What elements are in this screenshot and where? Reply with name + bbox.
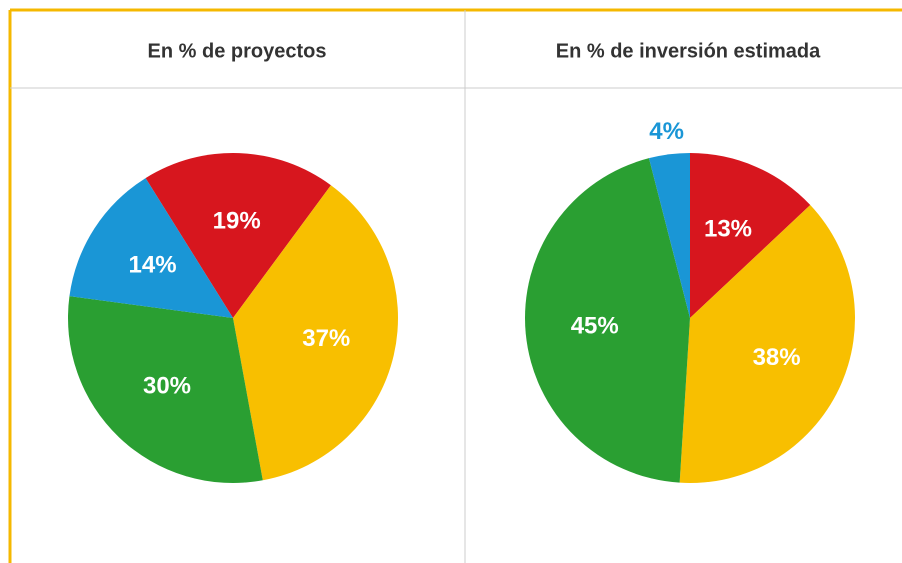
slice-label: 45% <box>571 312 619 339</box>
pie-slice <box>690 153 811 318</box>
slice-label: 4% <box>649 118 684 145</box>
slice-label: 14% <box>129 252 177 279</box>
pie-slice <box>679 205 855 483</box>
pie-slice <box>233 185 398 481</box>
pie-slice <box>69 178 233 318</box>
slice-label: 19% <box>213 208 261 235</box>
chart-title: En % de inversión estimada <box>556 40 821 62</box>
slice-label: 38% <box>753 344 801 371</box>
pie-slice <box>145 152 331 318</box>
chart-title: En % de proyectos <box>148 40 327 62</box>
pie-slice <box>648 153 690 318</box>
slice-label: 13% <box>704 216 752 243</box>
pie-slice <box>67 296 263 483</box>
pie-slice <box>525 158 690 483</box>
slice-label: 37% <box>302 325 350 352</box>
slice-label: 30% <box>143 373 191 400</box>
